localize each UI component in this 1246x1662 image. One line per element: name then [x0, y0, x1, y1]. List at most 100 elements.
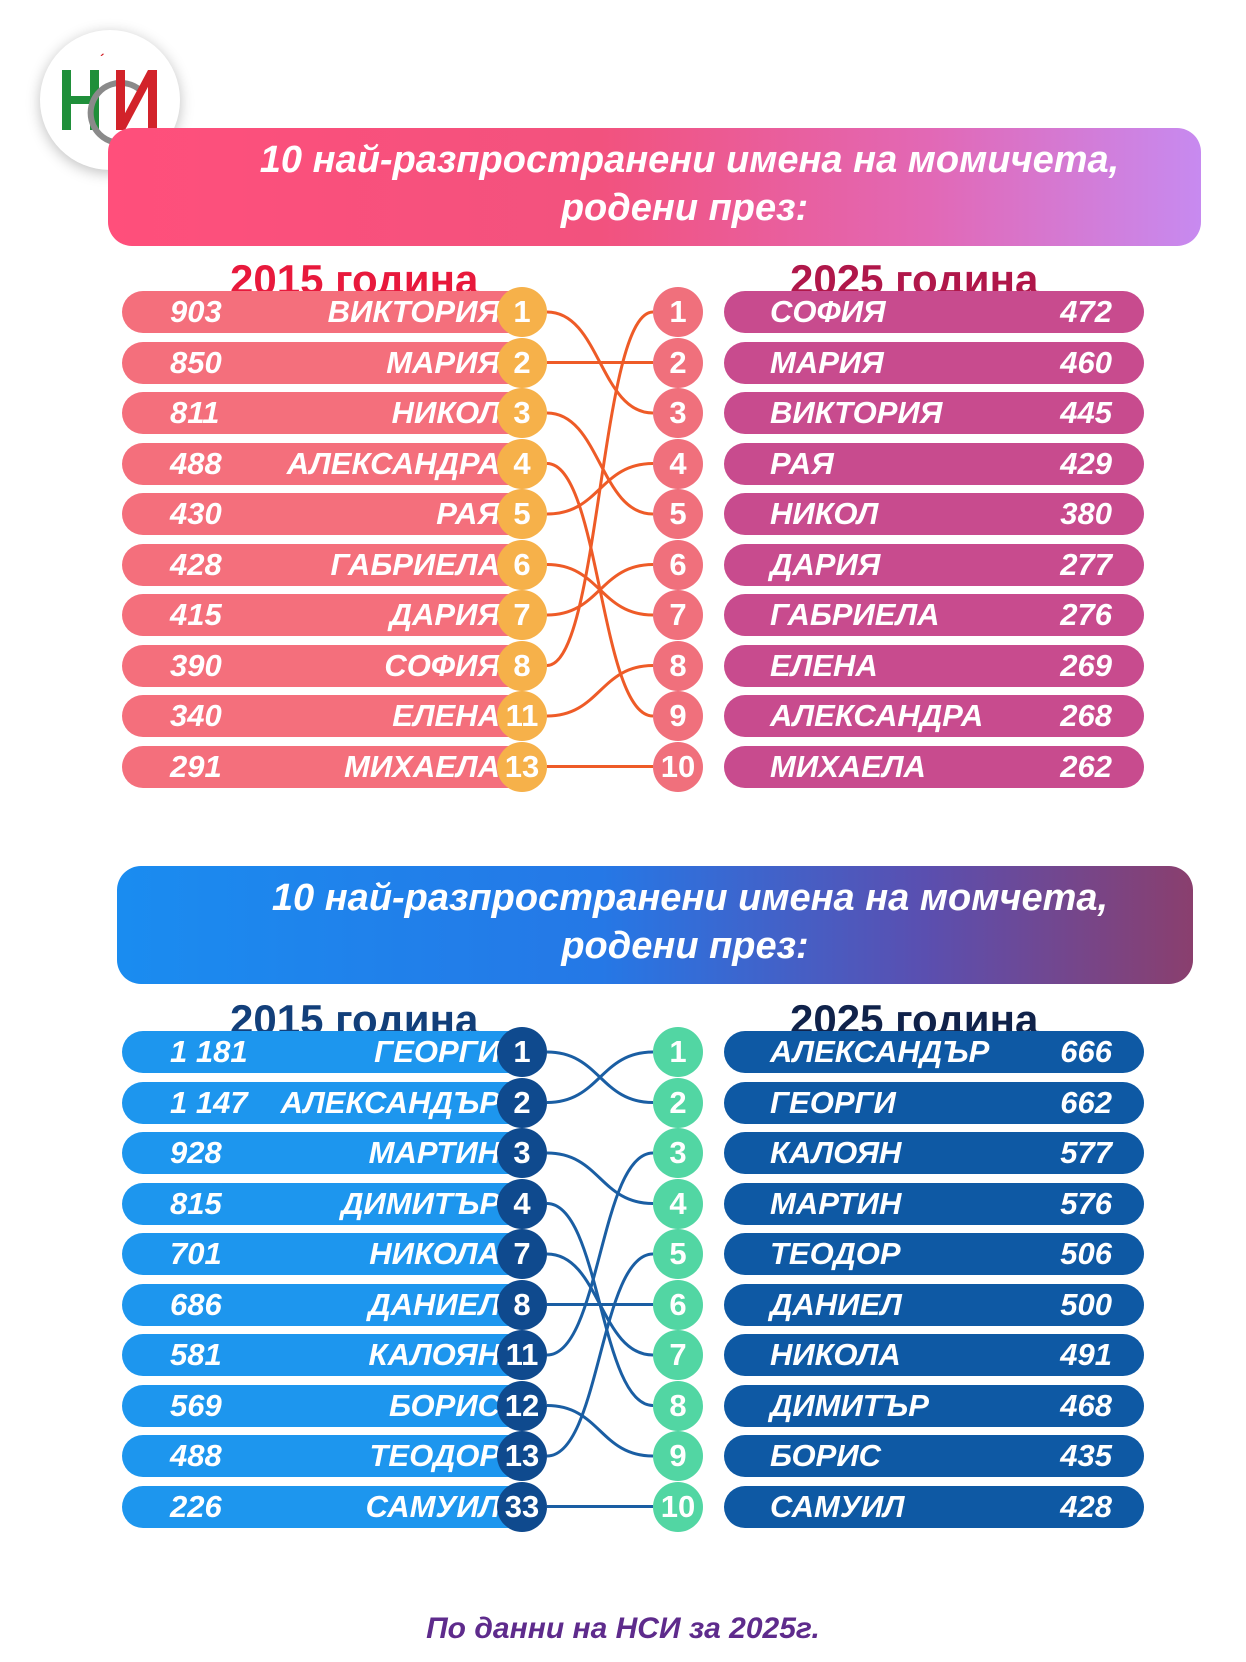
boys-rank-link [546, 1050, 654, 1104]
count: 468 [1060, 1387, 1112, 1423]
boys-2015-rank-badge: 3 [497, 1128, 547, 1178]
count: 428 [1060, 1488, 1112, 1524]
count: 429 [1060, 445, 1112, 481]
count: 815 [170, 1185, 222, 1221]
girls-2015-rank-badge: 1 [497, 287, 547, 337]
count: 581 [170, 1337, 222, 1372]
name: МИХАЕЛА [344, 748, 500, 784]
name: ДАРИЯ [770, 546, 881, 582]
girls-2015-row: 430 РАЯ [122, 493, 542, 535]
count: 500 [1060, 1286, 1112, 1322]
name: МАРИЯ [770, 344, 884, 380]
boys-2015-rank-badge: 7 [497, 1229, 547, 1279]
count: 226 [170, 1488, 222, 1524]
girls-rank-link [546, 664, 654, 718]
count: 1 147 [170, 1084, 248, 1120]
girls-2015-rank-badge: 3 [497, 388, 547, 438]
girls-2025-row: НИКОЛ 380 [724, 493, 1144, 535]
girls-2025-rank-badge: 3 [653, 388, 703, 438]
boys-2015-row: 815 ДИМИТЪР [122, 1182, 542, 1225]
svg-text:´: ´ [100, 51, 105, 67]
girls-2025-rank-badge: 1 [653, 287, 703, 337]
girls-2015-row: 903 ВИКТОРИЯ [122, 291, 542, 333]
boys-2015-row: 686 ДАНИЕЛ [122, 1283, 542, 1326]
count: 268 [1060, 698, 1112, 733]
boys-2015-row: 569 БОРИС [122, 1384, 542, 1427]
boys-2025-rank-badge: 5 [653, 1229, 703, 1279]
name: ДАРИЯ [389, 597, 500, 632]
girls-2025-rank-badge: 5 [653, 489, 703, 539]
name: АЛЕКСАНДЪР [280, 1084, 500, 1120]
boys-2015-row: 1 181 ГЕОРГИ [122, 1031, 542, 1073]
boys-2015-row: 701 НИКОЛА [122, 1233, 542, 1275]
count: 340 [170, 698, 222, 733]
girls-2025-row: ЕЛЕНА 269 [724, 644, 1144, 687]
name: ГЕОРГИ [374, 1034, 500, 1069]
girls-2025-rank-badge: 4 [653, 438, 703, 489]
boys-2025-rank-badge: 1 [653, 1027, 703, 1077]
count: 577 [1060, 1135, 1112, 1170]
girls-2015-row: 850 МАРИЯ [122, 341, 542, 384]
girls-2015-row: 415 ДАРИЯ [122, 594, 542, 636]
boys-2015-rank-badge: 8 [497, 1279, 547, 1330]
count: 428 [170, 546, 222, 582]
boys-2025-row: НИКОЛА 491 [724, 1334, 1144, 1376]
count: 686 [170, 1286, 222, 1322]
boys-rank-link [546, 1404, 654, 1458]
girls-2015-row: 291 МИХАЕЛА [122, 745, 542, 788]
girls-2025-rank-badge: 2 [653, 337, 703, 388]
name: САМУИЛ [365, 1488, 500, 1524]
boys-2015-rank-badge: 13 [497, 1431, 547, 1481]
count: 576 [1060, 1185, 1112, 1221]
name: АЛЕКСАНДРА [770, 698, 984, 733]
name: НИКОЛА [369, 1236, 500, 1271]
boys-rank-link [546, 1151, 654, 1205]
girls-2015-row: 488 АЛЕКСАНДРА [122, 442, 542, 485]
girls-2025-row: ДАРИЯ 277 [724, 543, 1144, 586]
boys-2015-rank-badge: 2 [497, 1077, 547, 1128]
girls-2025-row: МИХАЕЛА 262 [724, 745, 1144, 788]
boys-2025-rank-badge: 10 [653, 1481, 703, 1532]
girls-2025-rank-badge: 6 [653, 539, 703, 590]
boys-2025-row: БОРИС 435 [724, 1435, 1144, 1477]
name: ЕЛЕНА [392, 698, 500, 733]
boys-2015-row: 488 ТЕОДОР [122, 1435, 542, 1477]
boys-2025-row: САМУИЛ 428 [724, 1485, 1144, 1528]
girls-2025-row: МАРИЯ 460 [724, 341, 1144, 384]
name: НИКОЛ [770, 496, 879, 531]
girls-2015-rank-badge: 2 [497, 337, 547, 388]
name: ДАНИЕЛ [368, 1286, 500, 1322]
boys-2025-row: КАЛОЯН 577 [724, 1132, 1144, 1174]
boys-2025-rank-badge: 9 [653, 1431, 703, 1481]
boys-2025-row: ТЕОДОР 506 [724, 1233, 1144, 1275]
count: 269 [1060, 647, 1112, 683]
boys-title-line1: 10 най-разпространени имена на момчета, [271, 877, 1109, 919]
boys-2015-row: 581 КАЛОЯН [122, 1334, 542, 1376]
name: ДАНИЕЛ [770, 1286, 902, 1322]
girls-2025-row: СОФИЯ 472 [724, 291, 1144, 333]
girls-2015-row: 340 ЕЛЕНА [122, 695, 542, 737]
boys-2025-rank-badge: 6 [653, 1279, 703, 1330]
name: МИХАЕЛА [770, 748, 926, 784]
name: ДИМИТЪР [341, 1185, 500, 1221]
count: 811 [170, 395, 220, 430]
boys-2025-row: ДИМИТЪР 468 [724, 1384, 1144, 1427]
girls-title-line1: 10 най-разпространени имена на момичета, [259, 139, 1120, 181]
count: 390 [170, 647, 222, 683]
name: ДИМИТЪР [770, 1387, 929, 1423]
boys-2025-row: ДАНИЕЛ 500 [724, 1283, 1144, 1326]
name: СОФИЯ [770, 294, 886, 329]
girls-2025-rank-badge: 8 [653, 640, 703, 691]
boys-2025-rank-badge: 4 [653, 1178, 703, 1229]
girls-2015-rank-badge: 13 [497, 741, 547, 792]
girls-2025-row: АЛЕКСАНДРА 268 [724, 695, 1144, 737]
count: 928 [170, 1135, 222, 1170]
name: ГАБРИЕЛА [330, 546, 500, 582]
name: АЛЕКСАНДРА [286, 445, 500, 481]
girls-2025-rank-badge: 7 [653, 590, 703, 640]
name: РАЯ [436, 496, 500, 531]
girls-2015-rank-badge: 5 [497, 489, 547, 539]
name: МАРИЯ [386, 344, 500, 380]
boys-2015-row: 928 МАРТИН [122, 1132, 542, 1174]
